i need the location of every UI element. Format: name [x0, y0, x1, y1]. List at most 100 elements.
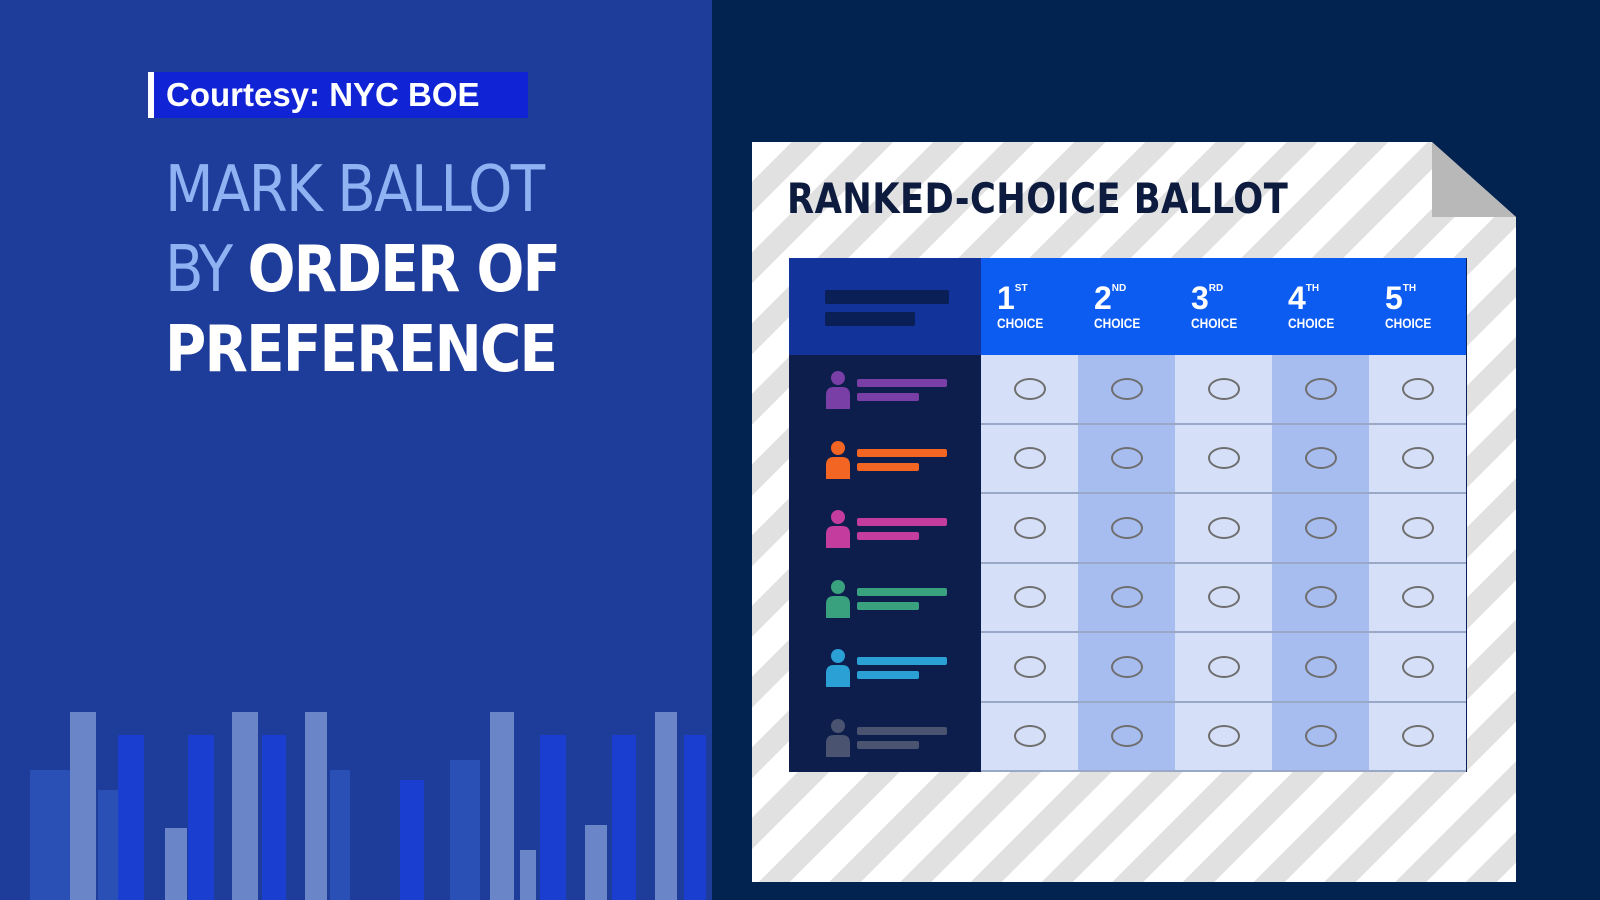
ballot-oval[interactable] [1207, 447, 1240, 470]
ballot-oval[interactable] [1110, 655, 1143, 678]
person-icon [826, 371, 850, 409]
ballot-oval[interactable] [1304, 377, 1337, 400]
decorative-bar [70, 712, 96, 900]
ballot-oval[interactable] [1110, 725, 1143, 748]
ballot-oval[interactable] [1013, 377, 1046, 400]
ballot-cell [1272, 355, 1369, 425]
ballot-oval[interactable] [1013, 447, 1046, 470]
ballot-cell [981, 633, 1078, 703]
choice-word: CHOICE [1094, 315, 1141, 331]
ballot-cell [1078, 494, 1175, 564]
candidate-row-label [789, 424, 981, 494]
ballot-oval[interactable] [1013, 586, 1046, 609]
decorative-bar [400, 780, 424, 900]
ballot-oval[interactable] [1401, 447, 1434, 470]
ballot-oval[interactable] [1013, 516, 1046, 539]
choice-number: 1 [997, 280, 1015, 316]
ballot-cell [1175, 633, 1272, 703]
candidate-party-placeholder [857, 532, 919, 540]
ballot-oval[interactable] [1304, 447, 1337, 470]
ballot-grid: 1ST CHOICE 2ND CHOICE 3RD CHOICE 4TH CHOICE 5TH C… [789, 258, 1467, 772]
ballot-oval[interactable] [1401, 377, 1434, 400]
headline-preference: PREFERENCE [165, 313, 558, 387]
ballot-oval[interactable] [1304, 586, 1337, 609]
decorative-bar [305, 712, 327, 900]
ballot-cell [1175, 355, 1272, 425]
choice-suffix: RD [1208, 283, 1224, 294]
ballot-oval[interactable] [1304, 655, 1337, 678]
choice-number: 4 [1288, 280, 1306, 316]
ballot-cell [981, 424, 1078, 494]
candidate-row-label [789, 563, 981, 633]
decorative-bar [655, 712, 677, 900]
ballot-oval[interactable] [1304, 516, 1337, 539]
choice-header-4: 4TH CHOICE [1272, 258, 1369, 355]
ballot-cell [981, 494, 1078, 564]
person-icon [826, 718, 850, 757]
ballot-oval[interactable] [1207, 516, 1240, 539]
ballot-cell [1175, 702, 1272, 772]
ballot-cell [981, 563, 1078, 633]
headline: MARK BALLOT BY ORDER OF PREFERENCE [165, 150, 623, 390]
decorative-bar [540, 735, 566, 900]
decorative-bar [520, 850, 536, 900]
candidate-name-placeholder [857, 518, 947, 526]
choice-word: CHOICE [997, 315, 1044, 331]
choice-number: 5 [1385, 280, 1403, 316]
candidate-name-placeholder [857, 726, 947, 735]
ballot-oval[interactable] [1013, 655, 1046, 678]
ballot-cell [1272, 702, 1369, 772]
ballot-cell [1078, 702, 1175, 772]
ballot-oval[interactable] [1401, 725, 1434, 748]
decorative-bar [450, 760, 480, 900]
ballot-cell [1078, 563, 1175, 633]
ballot-oval[interactable] [1304, 725, 1337, 748]
ballot-cell [1078, 424, 1175, 494]
ballot-cell [1078, 355, 1175, 425]
ballot-oval[interactable] [1207, 586, 1240, 609]
ballot-cell [1272, 494, 1369, 564]
candidate-name-placeholder [857, 379, 947, 387]
decorative-bar [262, 735, 286, 900]
ballot-cell [1369, 494, 1466, 564]
ballot-oval[interactable] [1110, 447, 1143, 470]
ballot-cell [1175, 494, 1272, 564]
ballot-oval[interactable] [1110, 586, 1143, 609]
ballot-oval[interactable] [1401, 586, 1434, 609]
ballot-cell [1369, 424, 1466, 494]
ballot-header-corner [789, 258, 981, 355]
ballot-oval[interactable] [1207, 377, 1240, 400]
ballot-cell [1078, 633, 1175, 703]
ballot-oval[interactable] [1013, 725, 1046, 748]
choice-number: 3 [1191, 280, 1209, 316]
ballot-cell [1369, 563, 1466, 633]
candidate-party-placeholder [857, 393, 919, 401]
left-panel: Courtesy: NYC BOE MARK BALLOT BY ORDER O… [0, 0, 712, 900]
headline-by: BY [165, 233, 233, 307]
ballot-oval[interactable] [1207, 655, 1240, 678]
person-icon [826, 579, 850, 618]
ballot-cell [1272, 424, 1369, 494]
candidate-name-placeholder [857, 448, 947, 457]
ballot-oval[interactable] [1207, 725, 1240, 748]
courtesy-label: Courtesy: NYC BOE [148, 72, 528, 118]
candidate-party-placeholder [857, 601, 919, 610]
person-icon [826, 649, 850, 687]
decorative-bar [585, 825, 607, 900]
decorative-bar [30, 770, 75, 900]
decorative-bar [188, 735, 214, 900]
choice-number: 2 [1094, 280, 1112, 316]
ballot-oval[interactable] [1401, 516, 1434, 539]
candidate-row-label [789, 494, 981, 564]
headline-order-of: ORDER OF [247, 233, 561, 307]
choice-header-5: 5TH CHOICE [1369, 258, 1466, 355]
ballot-oval[interactable] [1110, 377, 1143, 400]
ballot-cell [1272, 563, 1369, 633]
choice-suffix: ND [1111, 283, 1127, 294]
ballot-cell [981, 702, 1078, 772]
ballot-oval[interactable] [1401, 655, 1434, 678]
decorative-bar [490, 712, 514, 900]
ballot-oval[interactable] [1110, 516, 1143, 539]
person-icon [826, 510, 850, 548]
candidate-party-placeholder [857, 740, 919, 749]
